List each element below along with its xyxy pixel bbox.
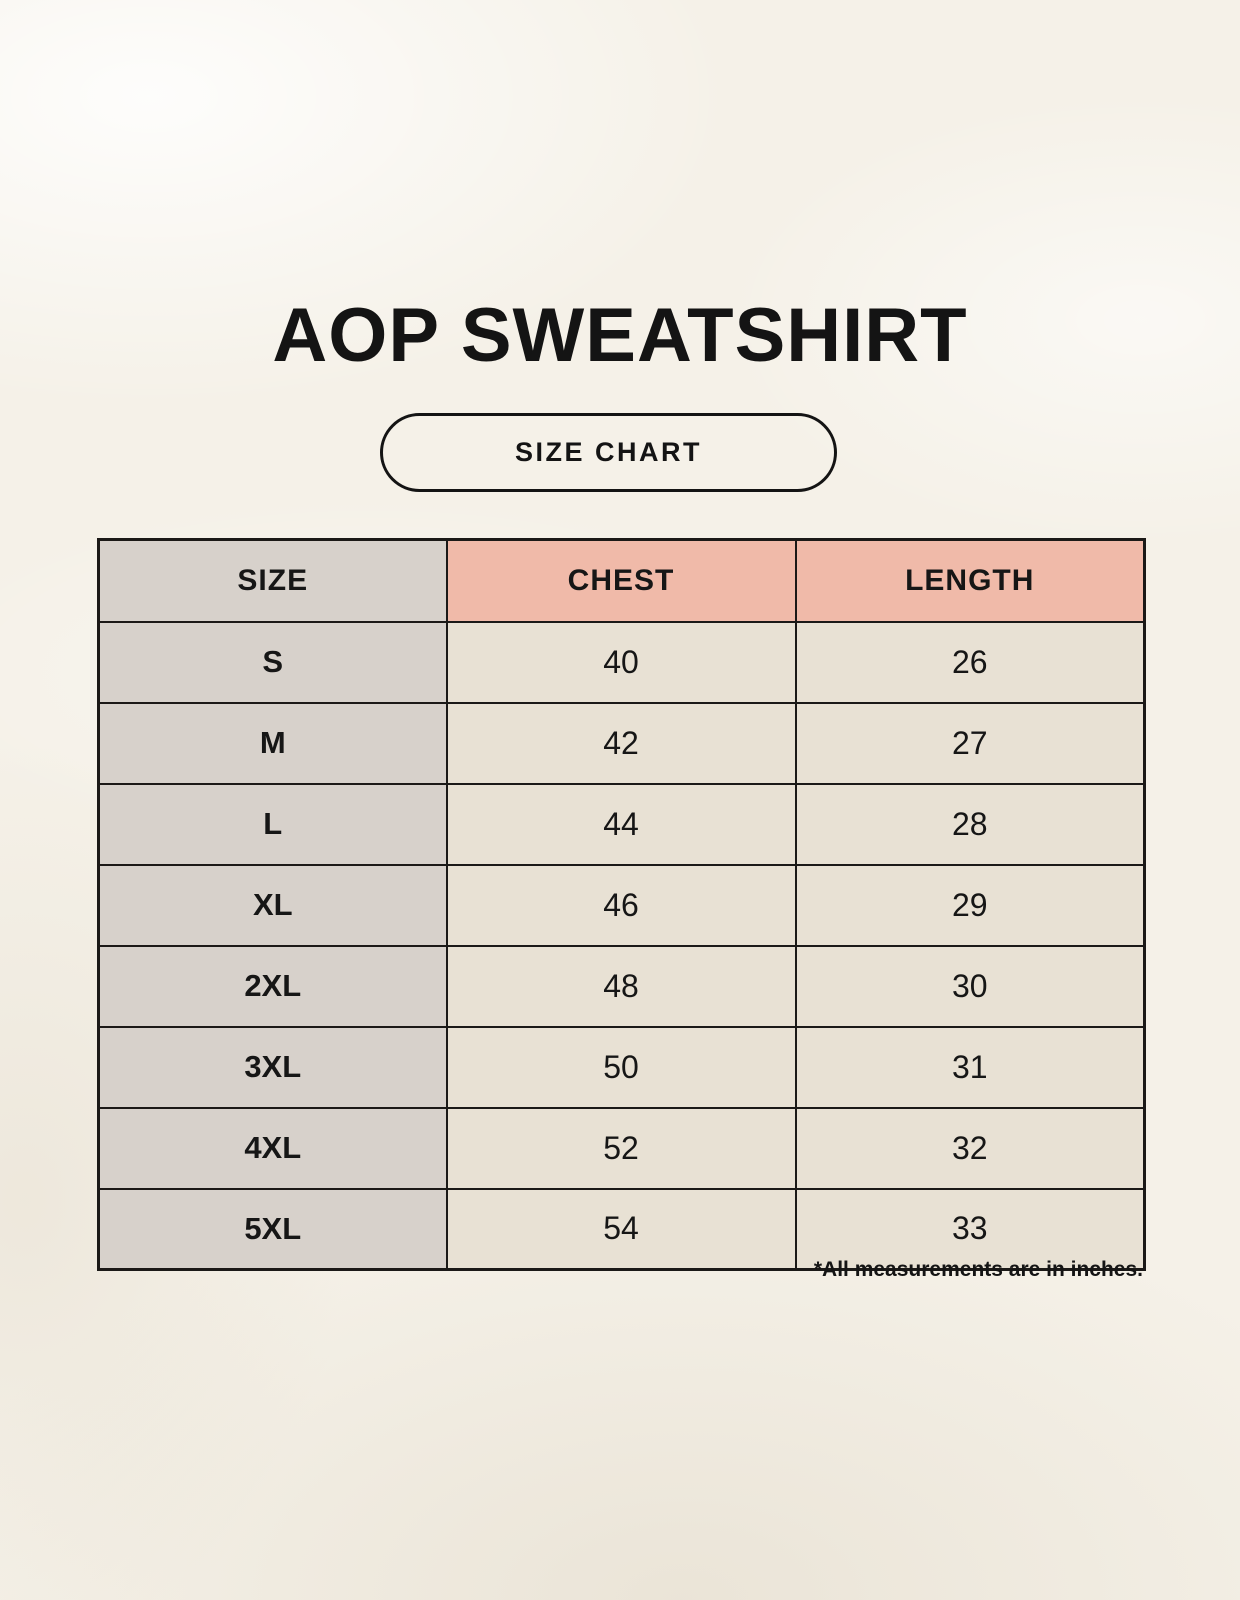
size-cell: 5XL [97, 1187, 448, 1271]
size-cell: M [97, 701, 448, 785]
size-cell: 4XL [97, 1106, 448, 1190]
length-cell: 28 [794, 782, 1146, 866]
chest-cell: 50 [445, 1025, 797, 1109]
table-row: 3XL 50 31 [97, 1025, 1146, 1109]
size-cell: S [97, 620, 448, 704]
chest-cell: 42 [445, 701, 797, 785]
chest-cell: 44 [445, 782, 797, 866]
column-header-length: LENGTH [794, 538, 1146, 623]
page-title: AOP SWEATSHIRT [272, 293, 968, 378]
size-chart-table: SIZE CHEST LENGTH S 40 26 M 42 27 L 44 2… [97, 538, 1146, 1271]
chest-cell: 46 [445, 863, 797, 947]
table-row: 2XL 48 30 [97, 944, 1146, 1028]
chest-cell: 48 [445, 944, 797, 1028]
length-cell: 30 [794, 944, 1146, 1028]
size-chart-badge[interactable]: SIZE CHART [380, 413, 837, 492]
length-cell: 32 [794, 1106, 1146, 1190]
length-cell: 26 [794, 620, 1146, 704]
table-row: M 42 27 [97, 701, 1146, 785]
table-row: 4XL 52 32 [97, 1106, 1146, 1190]
chest-cell: 52 [445, 1106, 797, 1190]
length-cell: 33 [794, 1187, 1146, 1271]
measurements-footnote: *All measurements are in inches. [813, 1258, 1143, 1281]
column-header-chest: CHEST [445, 538, 797, 623]
size-chart-badge-label: SIZE CHART [515, 437, 702, 467]
table-row: L 44 28 [97, 782, 1146, 866]
size-cell: L [97, 782, 448, 866]
table-header-row: SIZE CHEST LENGTH [97, 538, 1146, 623]
size-cell: 2XL [97, 944, 448, 1028]
chest-cell: 40 [445, 620, 797, 704]
length-cell: 31 [794, 1025, 1146, 1109]
column-header-size: SIZE [97, 538, 448, 623]
size-cell: XL [97, 863, 448, 947]
table-row: XL 46 29 [97, 863, 1146, 947]
table-row: 5XL 54 33 [97, 1187, 1146, 1271]
length-cell: 29 [794, 863, 1146, 947]
table-row: S 40 26 [97, 620, 1146, 704]
chest-cell: 54 [445, 1187, 797, 1271]
size-cell: 3XL [97, 1025, 448, 1109]
length-cell: 27 [794, 701, 1146, 785]
